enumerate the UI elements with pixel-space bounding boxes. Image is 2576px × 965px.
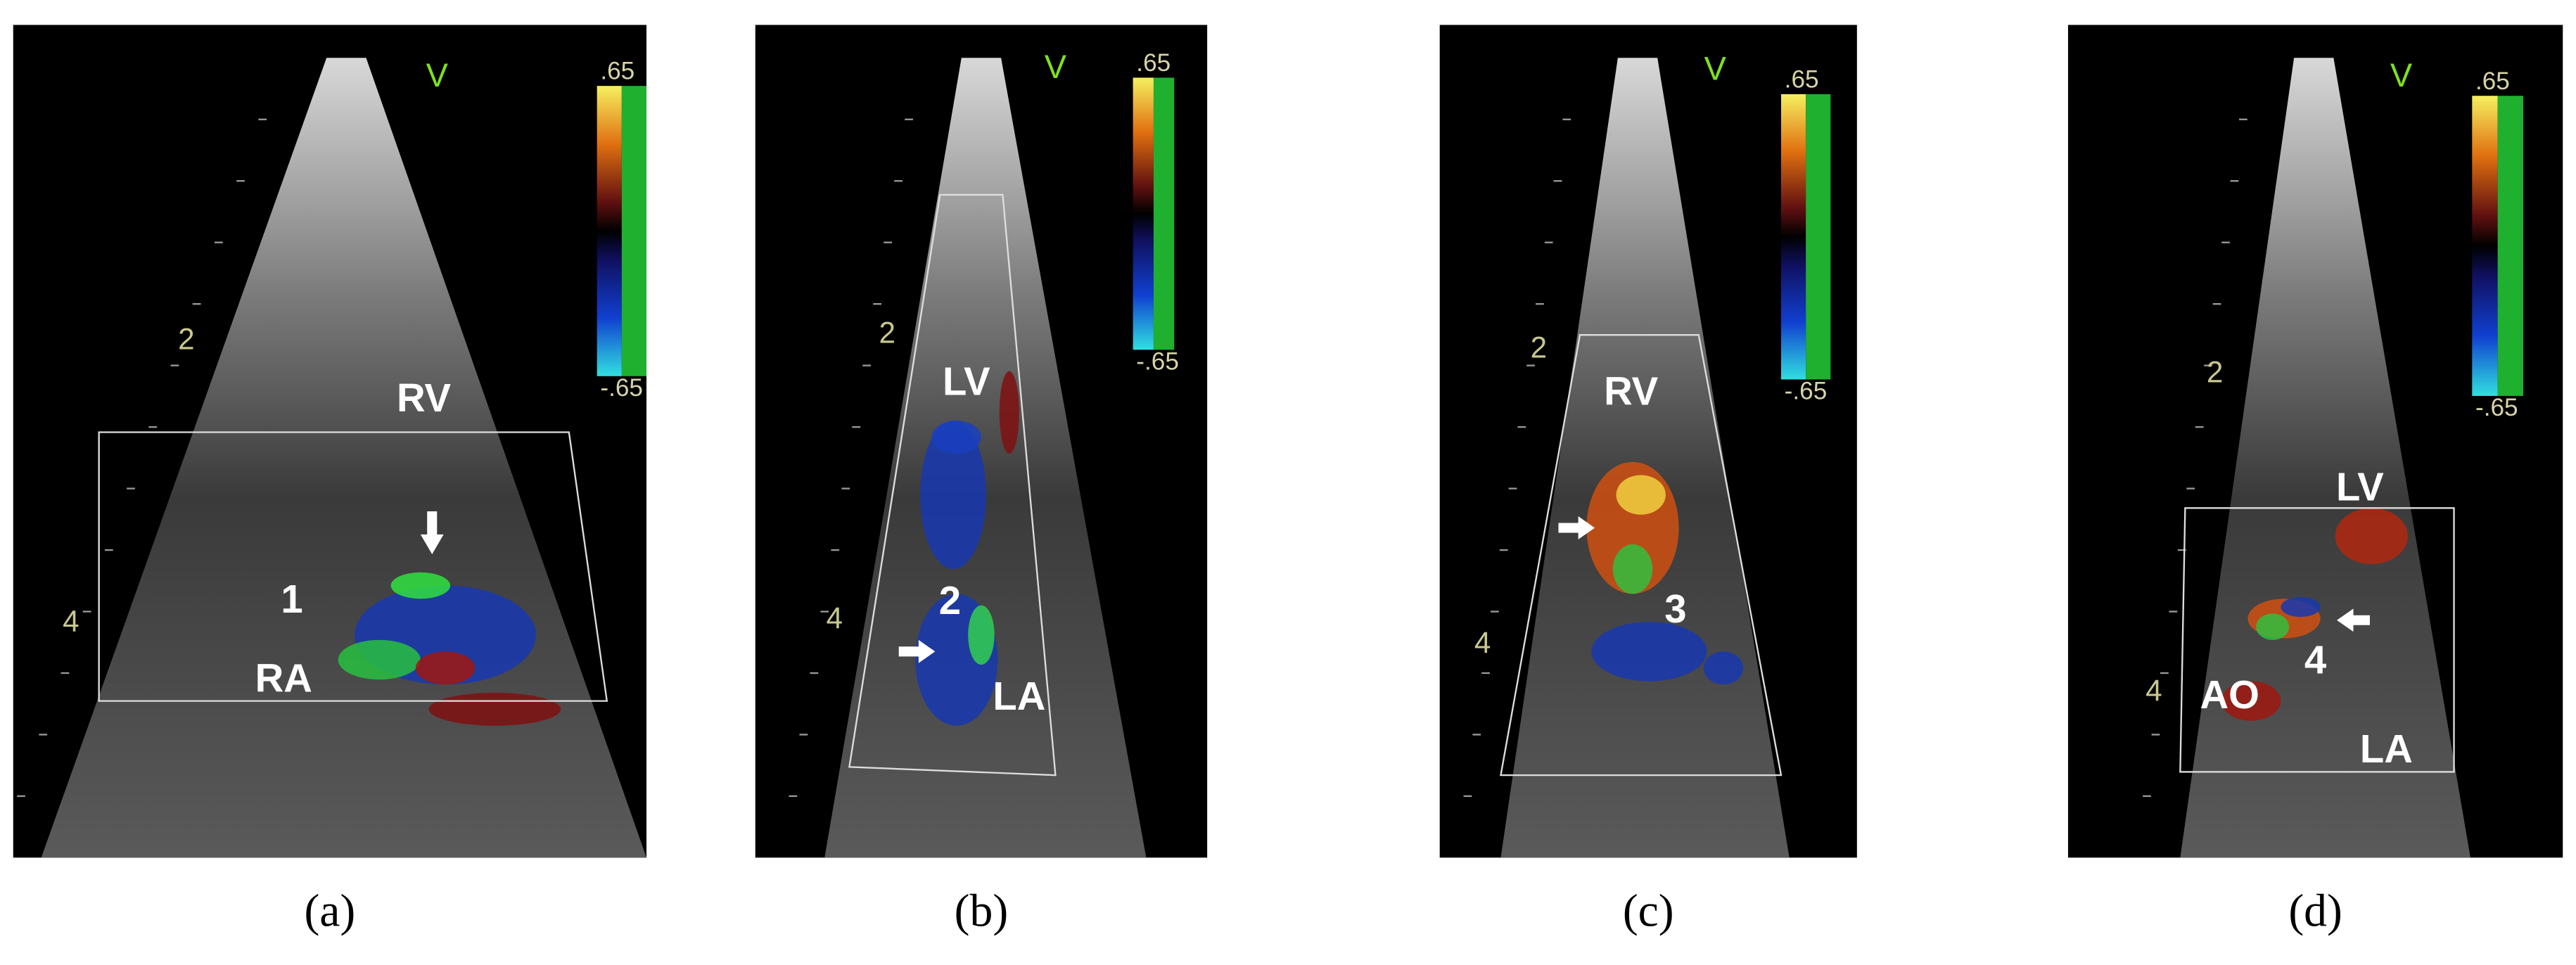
doppler-flow	[2256, 613, 2290, 640]
arrow	[1558, 516, 1595, 539]
color-scale	[2472, 96, 2498, 396]
scale-min: -.65	[2475, 394, 2518, 421]
doppler-flow	[1616, 475, 1666, 515]
scale-max: .65	[1785, 65, 1819, 93]
anatomy-label: RV	[1604, 369, 1659, 413]
depth-label: 4	[2145, 674, 2162, 707]
color-box	[848, 193, 1057, 777]
doppler-flow	[931, 421, 981, 454]
arrow	[898, 639, 936, 663]
doppler-flow	[1612, 544, 1653, 594]
color-scale	[1133, 77, 1154, 350]
color-box	[98, 431, 608, 702]
mode-label: V	[426, 57, 449, 94]
color-scale-green	[1806, 94, 1831, 380]
depth-label: 4	[1474, 626, 1491, 659]
scale-max: .65	[1136, 49, 1171, 77]
caption: (c)	[1623, 886, 1674, 936]
doppler-flow	[2221, 681, 2281, 721]
anatomy-label: RA	[255, 656, 312, 700]
anatomy-label: 1	[281, 577, 302, 621]
color-scale-green	[2497, 96, 2523, 396]
color-box	[2179, 507, 2455, 773]
depth-label: 2	[2207, 356, 2223, 389]
caption: (d)	[2288, 886, 2342, 936]
doppler-flow	[1591, 622, 1707, 682]
scale-min: -.65	[1136, 347, 1179, 375]
doppler-flow	[999, 371, 1019, 454]
anatomy-label: LV	[2336, 464, 2384, 509]
arrow	[2337, 608, 2370, 632]
scale-min: -.65	[600, 374, 643, 402]
depth-label: 2	[178, 323, 194, 356]
color-box	[1500, 334, 1783, 777]
anatomy-label: AO	[2200, 672, 2259, 717]
color-scale	[597, 86, 622, 376]
anatomy-label: RV	[397, 376, 452, 420]
doppler-flow	[415, 651, 476, 685]
anatomy-label: LV	[943, 359, 990, 403]
doppler-flow	[338, 639, 421, 680]
doppler-flow	[920, 421, 986, 570]
doppler-flow	[428, 692, 561, 726]
panel: .65 -.65 V 2 4 LV 2 LA (b)	[755, 25, 1208, 936]
color-scale-green	[621, 86, 647, 376]
doppler-flow	[968, 605, 995, 665]
depth-label: 4	[63, 605, 79, 638]
arrow	[420, 511, 444, 554]
ultrasound-sector	[2180, 58, 2470, 858]
doppler-flow	[2335, 508, 2408, 565]
doppler-flow	[2281, 596, 2321, 618]
scale-max: .65	[600, 58, 635, 85]
panel: .65 -.65 V 2 4 RV 1 RA (a)	[13, 25, 647, 936]
scale-min: -.65	[1785, 378, 1828, 405]
depth-label: 2	[879, 316, 895, 349]
panel: .65 -.65 V 2 4 LV AO 4 LA (d)	[2067, 25, 2563, 936]
mode-label: V	[1704, 50, 1727, 87]
anatomy-label: LA	[993, 674, 1045, 718]
scale-max: .65	[2475, 68, 2510, 95]
depth-label: 4	[827, 601, 843, 634]
ultrasound-sector	[824, 58, 1147, 858]
depth-label: 2	[1531, 331, 1547, 364]
panel: .65 -.65 V 2 4 RV 3 (c)	[1439, 25, 1857, 936]
anatomy-label: 2	[939, 578, 961, 622]
caption: (b)	[955, 886, 1009, 936]
mode-label: V	[1045, 49, 1067, 85]
anatomy-label: 3	[1664, 587, 1686, 631]
doppler-flow	[390, 572, 451, 599]
mode-label: V	[2390, 57, 2413, 94]
caption: (a)	[304, 886, 355, 936]
anatomy-label: 4	[2304, 638, 2326, 682]
color-scale	[1780, 94, 1806, 380]
anatomy-label: LA	[2360, 727, 2413, 771]
doppler-flow	[1703, 651, 1744, 685]
color-scale-green	[1153, 77, 1175, 350]
